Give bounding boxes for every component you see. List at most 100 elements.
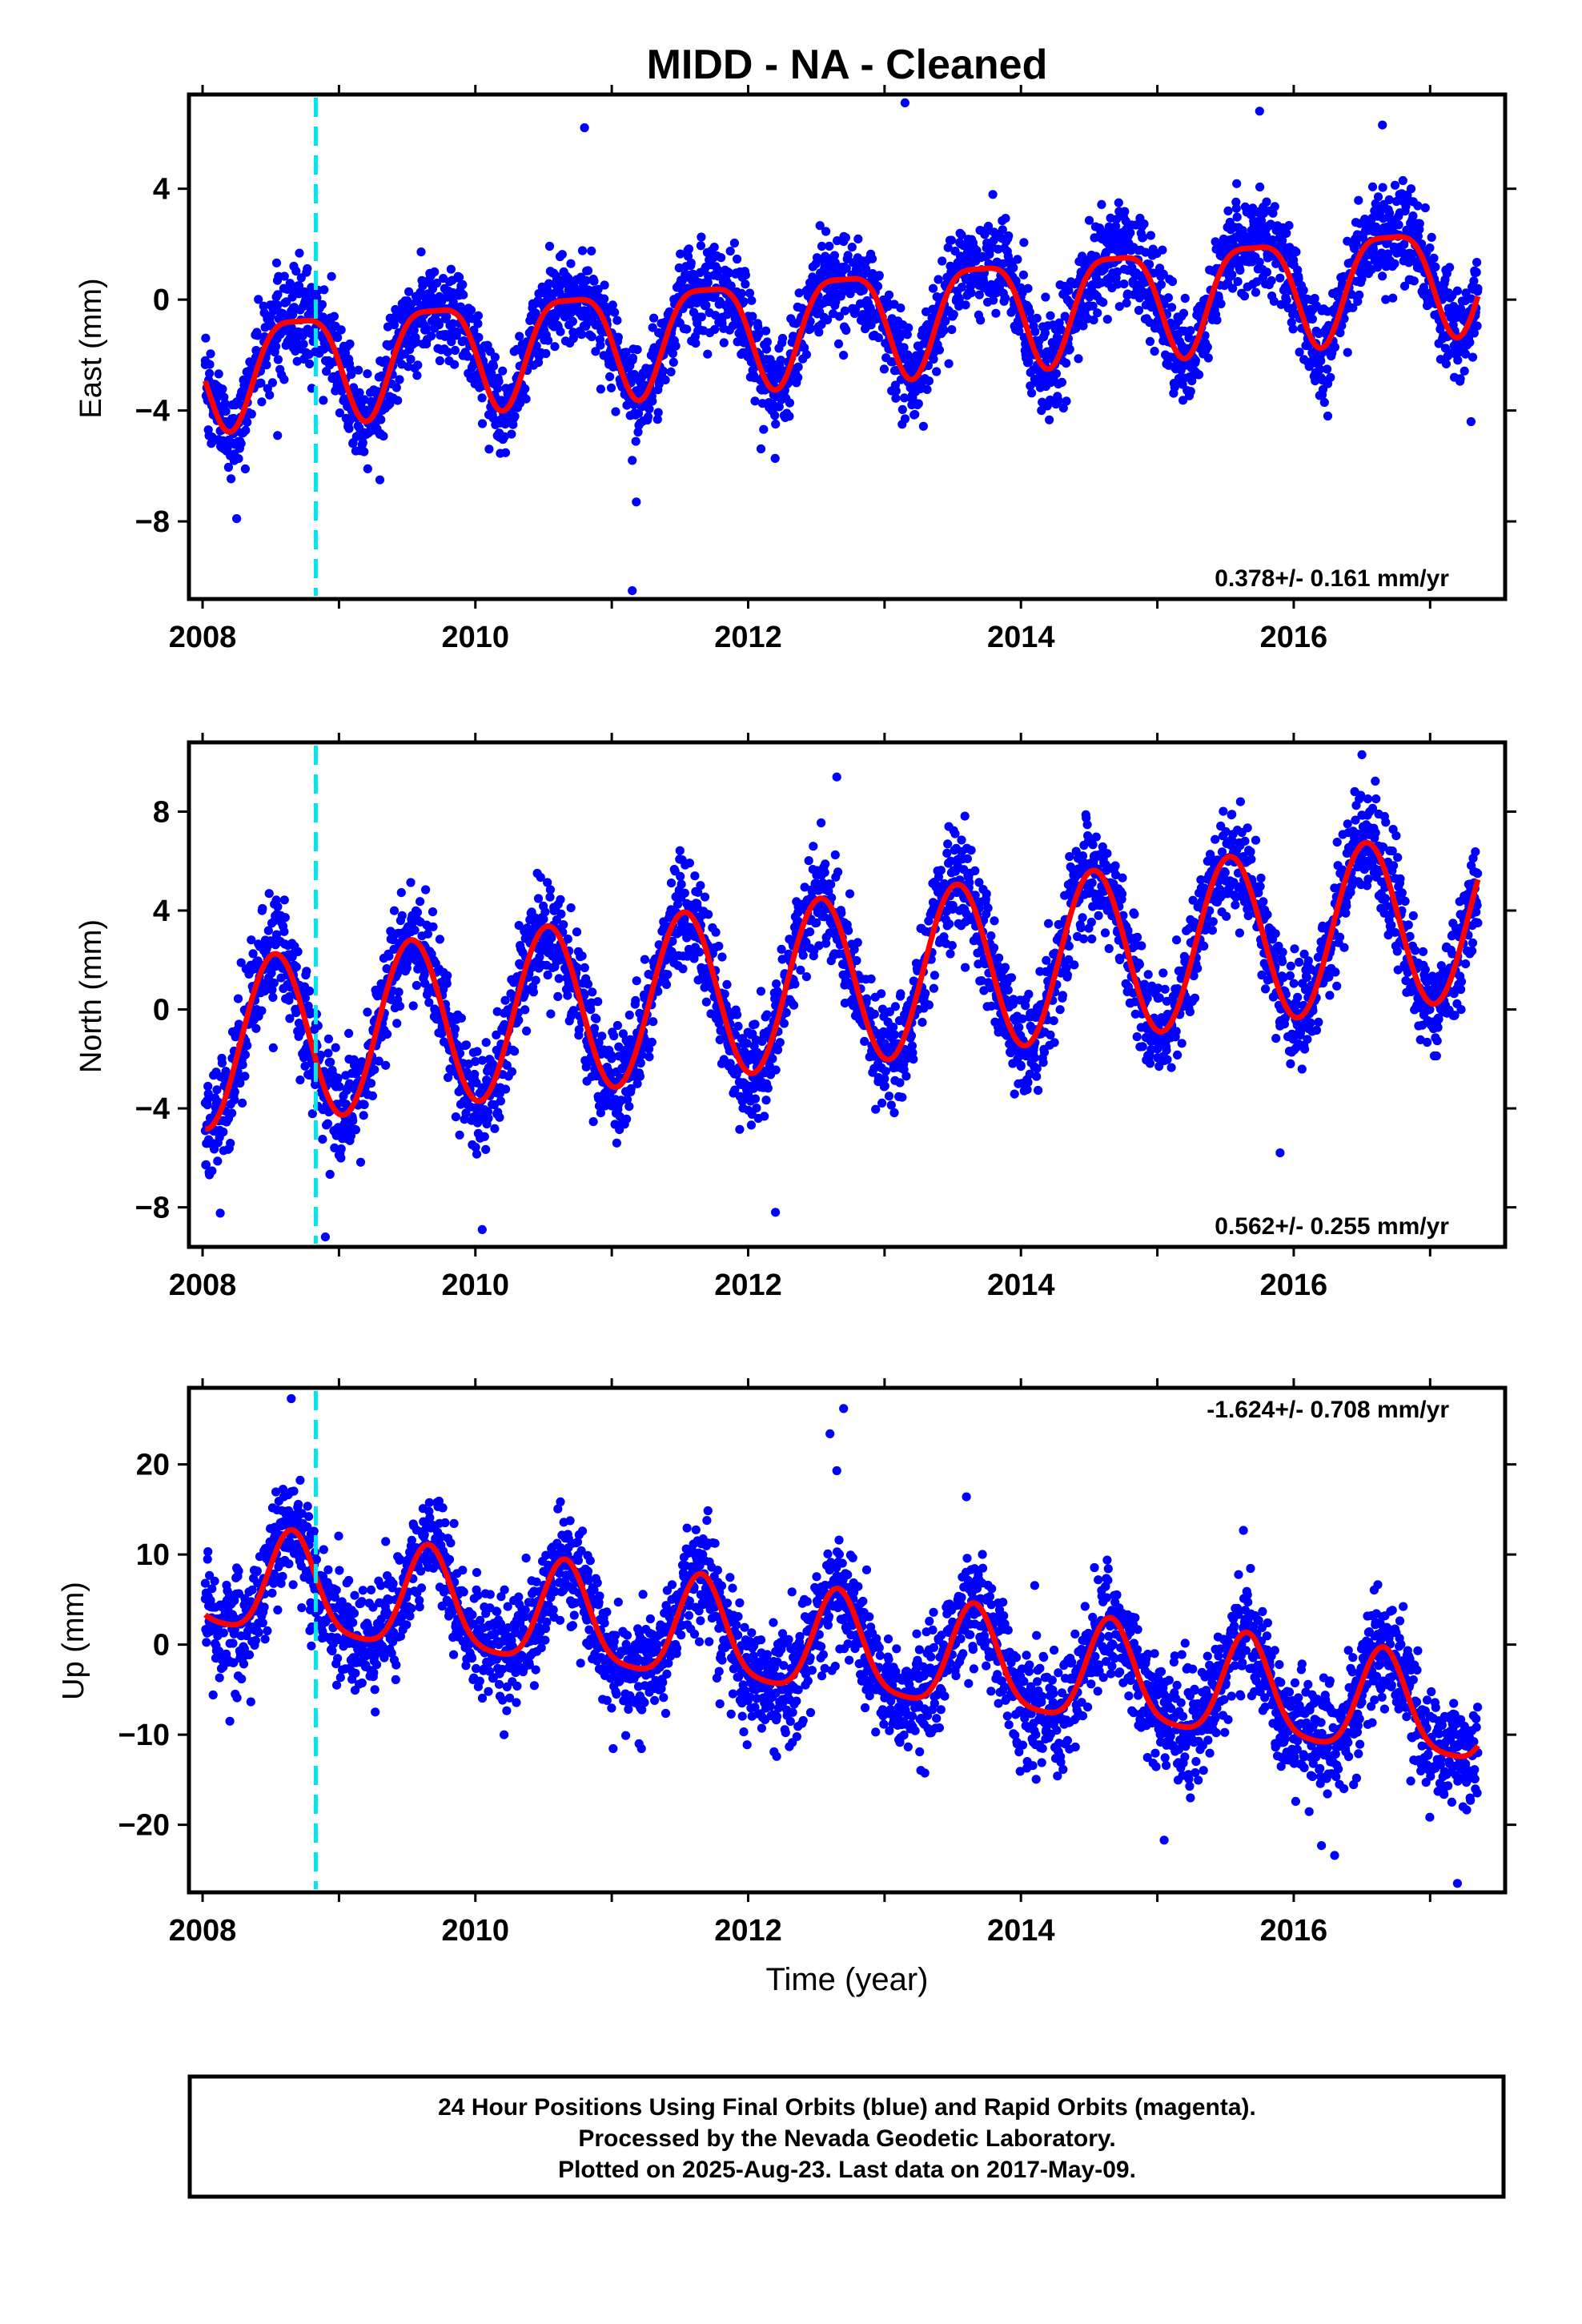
data-point bbox=[600, 280, 609, 290]
data-point bbox=[458, 279, 468, 289]
data-point bbox=[392, 1019, 402, 1028]
data-point bbox=[363, 1007, 372, 1017]
east-rate-label: 0.378+/- 0.161 mm/yr bbox=[1215, 565, 1449, 592]
data-point bbox=[680, 888, 689, 898]
data-point bbox=[647, 1037, 656, 1047]
data-point bbox=[682, 324, 692, 334]
data-point bbox=[409, 325, 419, 335]
east-axis-label: East (mm) bbox=[74, 278, 108, 418]
data-point bbox=[1284, 221, 1294, 231]
data-point bbox=[635, 1072, 645, 1081]
data-point bbox=[1114, 198, 1123, 207]
data-point bbox=[1203, 342, 1212, 352]
data-point bbox=[376, 415, 386, 424]
data-point bbox=[344, 1028, 354, 1038]
data-point bbox=[359, 1100, 369, 1109]
data-point bbox=[733, 1021, 743, 1031]
data-point bbox=[302, 967, 311, 976]
data-point bbox=[798, 951, 808, 960]
data-point bbox=[817, 818, 826, 828]
data-point bbox=[1093, 308, 1102, 318]
data-point bbox=[777, 333, 788, 344]
data-point bbox=[874, 271, 884, 280]
data-point bbox=[456, 1013, 467, 1023]
data-point bbox=[628, 456, 637, 465]
data-point bbox=[234, 454, 243, 464]
data-point bbox=[544, 279, 554, 288]
data-point bbox=[1000, 293, 1010, 303]
data-point bbox=[1186, 387, 1195, 396]
data-point bbox=[568, 333, 578, 344]
data-point bbox=[265, 390, 275, 400]
data-point bbox=[801, 350, 812, 360]
data-point bbox=[1150, 347, 1159, 356]
data-point bbox=[918, 421, 928, 431]
data-point bbox=[750, 1094, 761, 1104]
data-point bbox=[1111, 215, 1122, 224]
y-tick-label: 0 bbox=[153, 283, 170, 317]
data-point bbox=[273, 431, 283, 440]
data-point bbox=[1456, 374, 1465, 384]
data-point bbox=[1195, 370, 1204, 380]
data-point bbox=[1262, 267, 1272, 277]
data-point bbox=[227, 474, 236, 484]
data-point bbox=[473, 311, 484, 320]
data-point bbox=[293, 281, 303, 291]
data-point bbox=[1355, 290, 1364, 300]
data-point bbox=[762, 337, 773, 347]
data-point bbox=[446, 264, 456, 274]
data-point bbox=[844, 926, 853, 935]
data-point bbox=[531, 975, 540, 985]
data-point bbox=[966, 288, 976, 298]
data-point bbox=[763, 1084, 773, 1093]
data-point bbox=[325, 1169, 335, 1179]
data-point bbox=[484, 1113, 493, 1123]
data-point bbox=[666, 367, 676, 376]
data-point bbox=[785, 412, 794, 421]
data-point bbox=[1045, 415, 1054, 424]
data-point bbox=[448, 319, 458, 328]
data-point bbox=[771, 419, 781, 429]
data-point bbox=[939, 325, 949, 336]
data-point bbox=[295, 1076, 305, 1085]
data-point bbox=[410, 925, 420, 935]
y-tick-label: −4 bbox=[135, 1092, 170, 1126]
data-point bbox=[319, 396, 328, 405]
data-point bbox=[452, 327, 462, 337]
data-point bbox=[947, 325, 957, 335]
data-point bbox=[345, 339, 355, 349]
data-point bbox=[254, 295, 263, 304]
data-point bbox=[559, 920, 568, 930]
data-point bbox=[461, 1040, 472, 1050]
data-point bbox=[500, 1084, 511, 1094]
data-point bbox=[640, 955, 650, 964]
data-point bbox=[412, 907, 423, 917]
data-point bbox=[944, 359, 954, 368]
x-tick-label: 2010 bbox=[441, 1269, 509, 1302]
data-point bbox=[472, 1047, 482, 1056]
data-point bbox=[450, 360, 460, 369]
data-point bbox=[428, 922, 438, 931]
data-point bbox=[443, 348, 452, 357]
data-point bbox=[711, 927, 721, 937]
data-point bbox=[1180, 293, 1190, 304]
data-point bbox=[770, 411, 780, 420]
data-point bbox=[661, 375, 670, 384]
data-point bbox=[239, 375, 248, 385]
data-point bbox=[867, 254, 877, 263]
data-point bbox=[495, 1112, 504, 1122]
data-point bbox=[515, 332, 524, 341]
data-point bbox=[1388, 293, 1398, 303]
data-point bbox=[1429, 253, 1439, 263]
data-point bbox=[1413, 201, 1423, 211]
data-point bbox=[991, 308, 1001, 318]
data-point bbox=[771, 1065, 781, 1075]
data-point bbox=[760, 1112, 769, 1121]
data-point bbox=[331, 1043, 340, 1052]
data-point bbox=[348, 1116, 358, 1126]
data-point bbox=[928, 283, 938, 293]
data-point bbox=[1170, 382, 1179, 392]
data-point bbox=[472, 1149, 482, 1159]
data-point bbox=[805, 927, 815, 937]
